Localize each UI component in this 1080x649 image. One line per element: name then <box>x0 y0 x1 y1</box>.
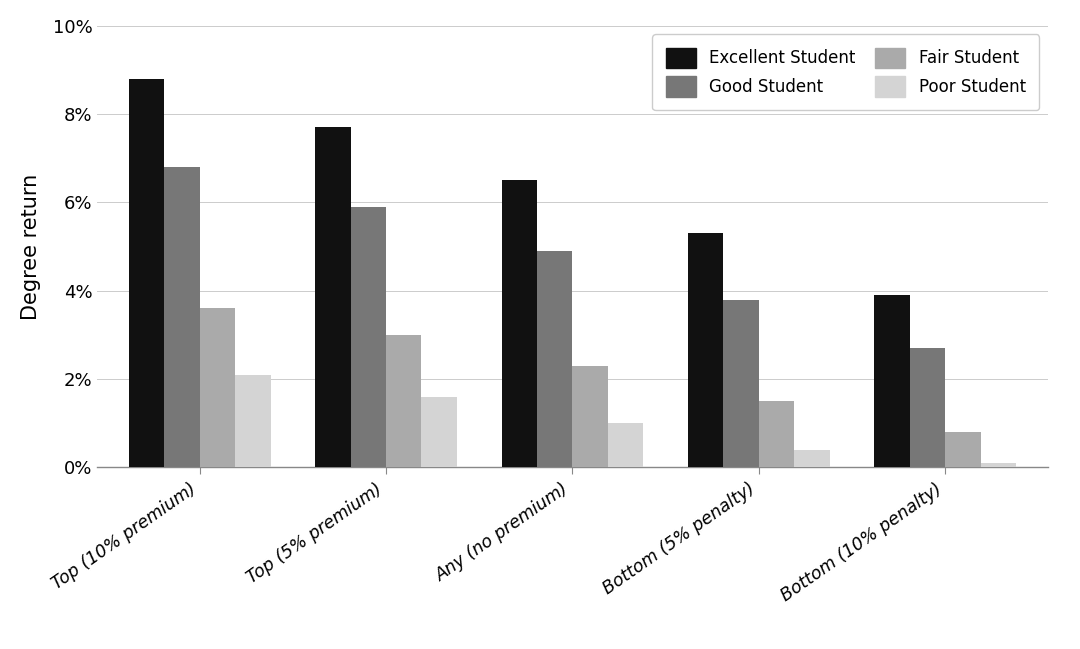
Bar <box>200 308 235 467</box>
Bar <box>572 366 608 467</box>
Legend: Excellent Student, Good Student, Fair Student, Poor Student: Excellent Student, Good Student, Fair St… <box>652 34 1039 110</box>
Bar <box>945 432 981 467</box>
Bar <box>501 180 537 467</box>
Bar <box>909 348 945 467</box>
Bar <box>537 251 572 467</box>
Bar <box>351 207 386 467</box>
Bar <box>794 450 829 467</box>
Y-axis label: Degree return: Degree return <box>22 173 41 320</box>
Bar <box>315 127 351 467</box>
Bar <box>164 167 200 467</box>
Bar <box>386 335 421 467</box>
Bar <box>235 374 270 467</box>
Bar <box>724 300 759 467</box>
Bar <box>421 397 457 467</box>
Bar <box>608 423 644 467</box>
Bar <box>129 79 164 467</box>
Bar <box>875 295 909 467</box>
Bar <box>688 234 724 467</box>
Bar <box>759 401 794 467</box>
Bar <box>981 463 1016 467</box>
